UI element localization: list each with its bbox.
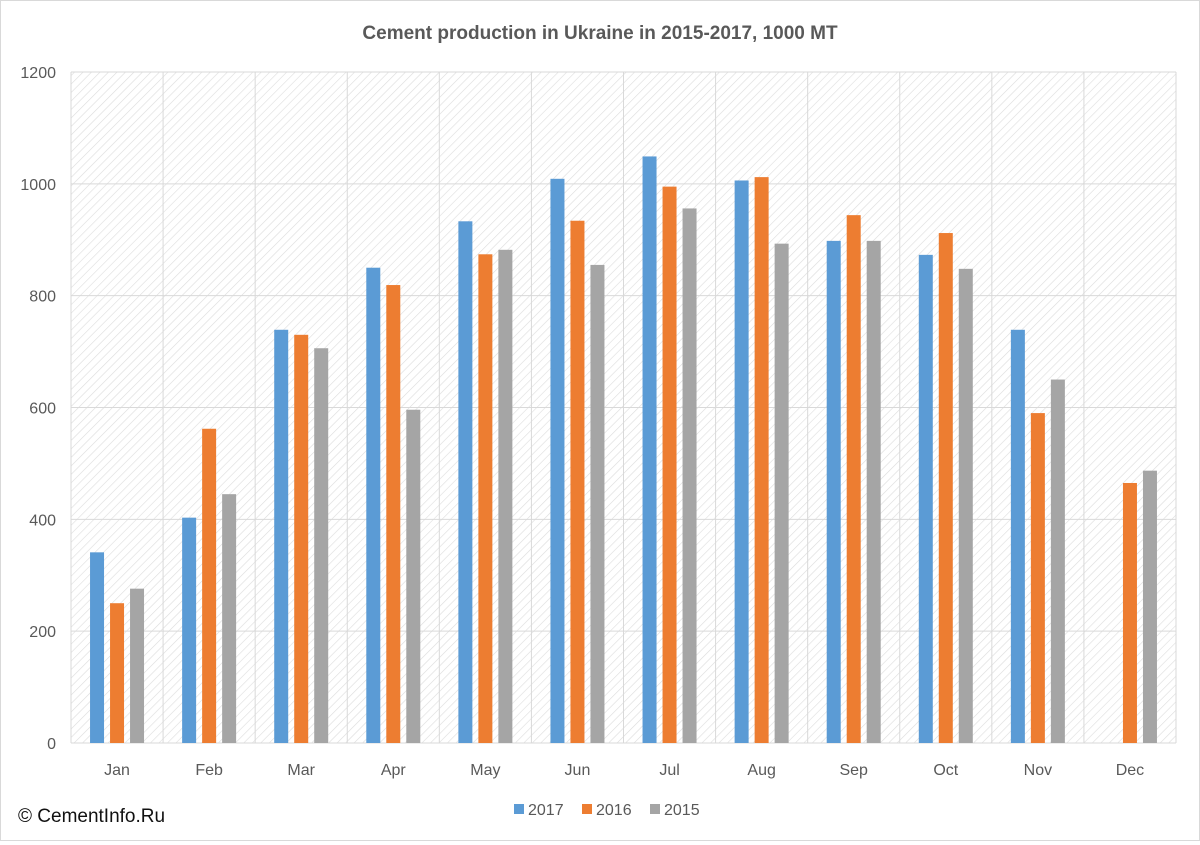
bar-2016-nov [1030, 413, 1045, 743]
gridlines [70, 71, 1177, 744]
bar-2015-dec [1142, 470, 1157, 743]
legend-swatch-2017 [514, 804, 524, 814]
bar-2016-feb [202, 428, 217, 743]
x-tick-label: Jan [104, 762, 130, 779]
bar-2015-mar [314, 348, 329, 743]
bar-2017-mar [274, 329, 289, 743]
bar-2016-dec [1122, 482, 1137, 743]
bar-2015-sep [866, 240, 881, 743]
bar-2015-jan [130, 588, 145, 743]
y-tick-label: 1000 [20, 177, 56, 194]
bar-2016-sep [846, 215, 861, 743]
bar-2016-jul [662, 186, 677, 744]
legend-swatch-2016 [582, 804, 592, 814]
bars [90, 156, 1157, 744]
bar-2017-nov [1010, 329, 1025, 743]
bar-2016-apr [386, 285, 401, 743]
y-tick-label: 0 [47, 736, 56, 753]
bar-2015-may [498, 249, 513, 743]
chart-title: Cement production in Ukraine in 2015-201… [362, 23, 838, 44]
x-tick-label: Apr [381, 762, 407, 779]
y-tick-label: 1200 [20, 65, 56, 82]
bar-2016-may [478, 254, 493, 743]
bar-2017-feb [182, 517, 197, 743]
y-tick-label: 800 [29, 289, 56, 306]
bar-2017-oct [918, 254, 933, 743]
y-tick-label: 400 [29, 512, 56, 529]
y-axis-ticks: 0 200 400 600 800 1000 1200 [20, 65, 56, 753]
copyright-text: © CementInfo.Ru [18, 806, 165, 827]
y-tick-label: 200 [29, 624, 56, 641]
bar-2016-mar [294, 334, 309, 743]
bar-2017-jul [642, 156, 657, 743]
bar-2015-apr [406, 409, 421, 743]
x-axis-ticks: Jan Feb Mar Apr May Jun Jul Aug Sep Oct Nov Dec [104, 762, 1144, 779]
bar-2017-may [458, 221, 473, 744]
bar-2017-jan [90, 552, 105, 743]
bar-2015-jul [682, 208, 697, 744]
bar-2016-jan [110, 603, 125, 743]
legend: 2017 2016 2015 [514, 802, 700, 819]
y-tick-label: 600 [29, 401, 56, 418]
bar-2016-oct [938, 233, 953, 744]
bar-2017-aug [734, 180, 749, 743]
x-tick-label: Mar [287, 762, 315, 779]
x-tick-label: Sep [839, 762, 868, 779]
x-tick-label: Jun [565, 762, 591, 779]
bar-2015-jun [590, 264, 605, 743]
bar-2015-feb [222, 494, 237, 743]
x-tick-label: Nov [1024, 762, 1052, 779]
legend-swatch-2015 [650, 804, 660, 814]
legend-label: 2015 [664, 802, 700, 819]
x-tick-label: Aug [747, 762, 775, 779]
bar-2017-apr [366, 267, 381, 743]
legend-label: 2017 [528, 802, 564, 819]
bar-2015-aug [774, 243, 789, 743]
x-tick-label: Oct [933, 762, 958, 779]
x-tick-label: May [470, 762, 500, 779]
bar-2015-oct [958, 268, 973, 743]
x-tick-label: Feb [195, 762, 223, 779]
bar-2017-sep [826, 240, 841, 743]
x-tick-label: Dec [1116, 762, 1144, 779]
bar-2016-aug [754, 177, 769, 743]
bar-2017-jun [550, 178, 565, 743]
bar-2016-jun [570, 220, 585, 743]
legend-label: 2016 [596, 802, 632, 819]
x-tick-label: Jul [659, 762, 679, 779]
bar-2015-nov [1050, 379, 1065, 743]
